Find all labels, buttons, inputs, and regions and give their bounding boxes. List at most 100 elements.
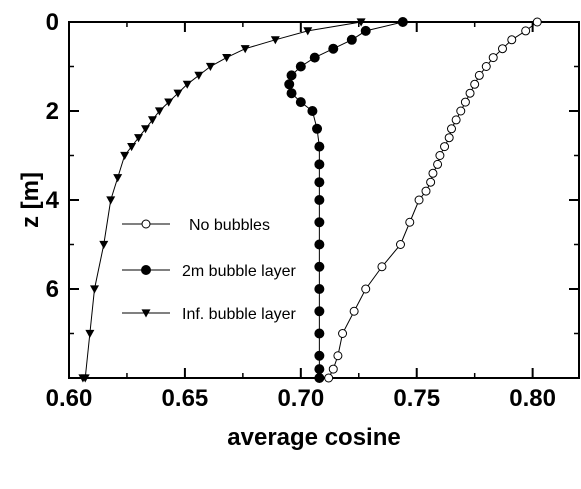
data-point <box>428 168 438 178</box>
data-point <box>141 125 150 134</box>
data-point <box>314 306 325 317</box>
data-point <box>314 239 325 250</box>
series-1 <box>284 17 408 383</box>
y-axis-title: z [m] <box>17 172 44 228</box>
data-point <box>303 27 313 36</box>
data-point <box>314 159 325 170</box>
data-point <box>361 284 371 294</box>
data-point <box>182 80 192 89</box>
series-line <box>328 21 538 379</box>
data-point <box>314 217 325 228</box>
data-point <box>414 195 424 205</box>
x-tick-label: 0.60 <box>46 385 93 412</box>
data-point <box>286 88 297 99</box>
data-point <box>173 89 183 98</box>
data-point <box>314 350 325 361</box>
data-point <box>498 44 507 54</box>
data-point <box>507 35 517 45</box>
data-point <box>78 374 88 383</box>
x-tick-label: 0.80 <box>509 385 556 412</box>
legend-entry: No bubbles <box>122 217 270 234</box>
data-point <box>532 17 542 27</box>
data-point <box>314 364 325 375</box>
data-point <box>488 53 498 63</box>
data-point <box>127 143 137 152</box>
data-point <box>346 34 357 45</box>
data-point <box>154 107 164 116</box>
data-point <box>360 25 371 36</box>
data-point <box>222 54 232 63</box>
data-point <box>314 141 325 152</box>
legend-label: 2m bubble layer <box>182 263 297 280</box>
data-point <box>205 62 215 71</box>
data-point <box>90 285 99 294</box>
data-point <box>314 373 325 383</box>
x-axis-title: average cosine <box>227 424 400 451</box>
data-point <box>338 329 348 338</box>
data-point <box>314 284 325 294</box>
x-axis-ticks: 0.60 0.65 0.70 0.75 0.80 <box>46 22 556 412</box>
data-point <box>421 186 431 196</box>
data-point <box>284 79 295 90</box>
data-point <box>113 174 123 183</box>
series-0 <box>324 17 542 383</box>
y-axis-ticks: 0 2 4 6 <box>46 9 579 335</box>
data-point <box>295 61 306 72</box>
legend-label: No bubbles <box>189 217 270 234</box>
data-point <box>456 106 466 116</box>
data-point <box>295 97 306 108</box>
data-point <box>433 159 443 169</box>
data-point <box>447 124 456 134</box>
data-point <box>120 151 130 160</box>
data-point <box>164 98 174 107</box>
data-point <box>240 45 250 54</box>
legend-marker <box>141 265 151 275</box>
series-layer <box>78 17 542 383</box>
data-point <box>270 36 280 45</box>
data-point <box>349 306 359 316</box>
data-point <box>333 351 343 361</box>
data-point <box>521 26 531 36</box>
data-point <box>99 240 109 249</box>
legend-marker <box>141 309 151 318</box>
data-point <box>307 106 318 116</box>
legend: No bubbles 2m bubble layer Inf. bubble lay… <box>122 217 297 323</box>
data-point <box>460 97 470 107</box>
data-point <box>356 18 366 27</box>
data-point <box>474 70 484 80</box>
data-point <box>314 261 325 272</box>
legend-label: Inf. bubble layer <box>182 306 297 323</box>
x-tick-label: 0.65 <box>162 385 209 412</box>
data-point <box>435 151 445 160</box>
y-tick-label: 2 <box>46 98 59 125</box>
data-point <box>396 240 405 249</box>
series-2 <box>78 18 366 383</box>
y-tick-label: 6 <box>46 276 59 303</box>
data-point <box>470 79 480 89</box>
data-point <box>481 62 491 71</box>
y-tick-label: 4 <box>46 187 60 214</box>
data-point <box>465 88 475 98</box>
data-point <box>312 123 323 134</box>
legend-entry: Inf. bubble layer <box>122 306 297 323</box>
legend-entry: 2m bubble layer <box>122 263 297 280</box>
data-point <box>440 142 450 152</box>
data-point <box>106 196 116 205</box>
data-point <box>314 177 325 188</box>
data-point <box>397 17 408 27</box>
data-point <box>314 195 325 205</box>
data-point <box>451 115 461 125</box>
data-point <box>314 328 325 339</box>
data-point <box>194 71 204 80</box>
data-point <box>324 373 334 383</box>
series-line <box>288 21 403 378</box>
data-point <box>444 133 454 143</box>
legend-marker <box>141 219 151 229</box>
data-point <box>377 262 387 272</box>
data-point <box>309 52 320 63</box>
data-point <box>134 134 144 143</box>
data-point <box>147 116 157 125</box>
x-tick-label: 0.75 <box>393 385 440 412</box>
data-point <box>426 177 436 187</box>
